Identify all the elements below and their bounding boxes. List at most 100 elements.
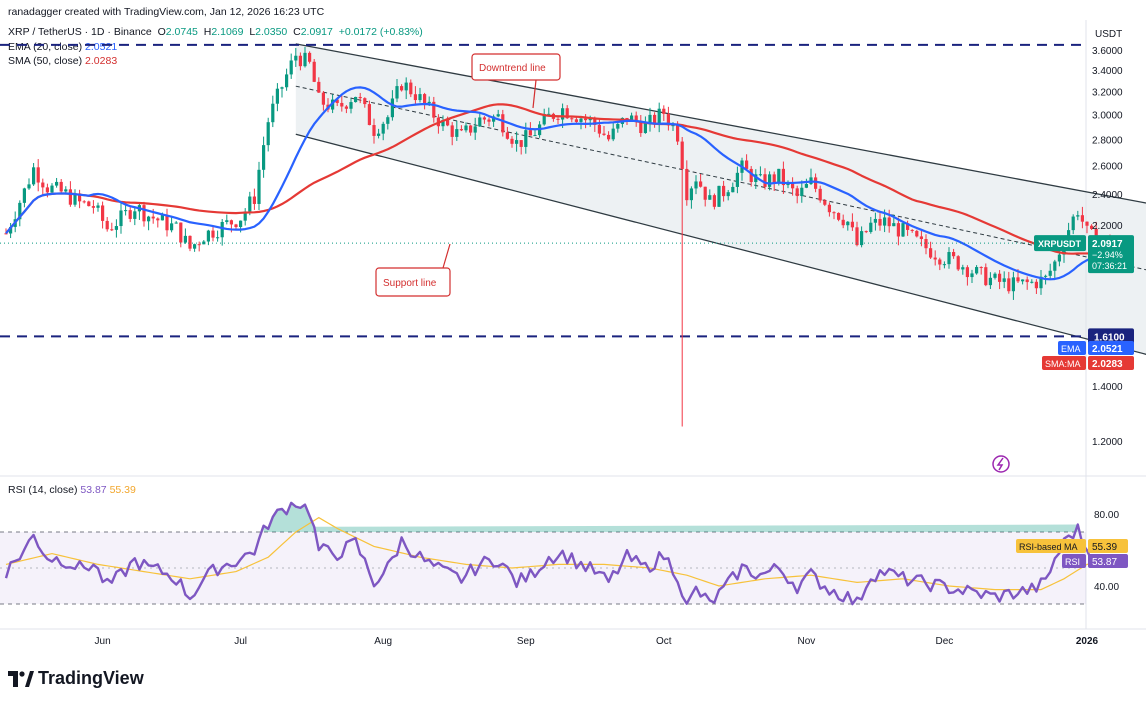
candle-body	[993, 273, 997, 278]
candle-body	[321, 92, 325, 105]
candle-body	[390, 98, 394, 118]
candle-body	[883, 217, 887, 226]
candle-body	[795, 188, 799, 197]
candle-body	[988, 277, 992, 286]
tradingview-logo-icon	[8, 670, 34, 687]
time-tick-label-2: Aug	[374, 636, 392, 647]
candle-body	[505, 132, 509, 139]
candle-body	[643, 123, 647, 134]
candle-body	[266, 122, 270, 146]
candle-body	[427, 101, 431, 104]
price-tick-label-1: 3.4000	[1092, 66, 1123, 77]
rsi-ma-line	[5, 516, 1115, 591]
price-tag-value: 2.0917	[1092, 239, 1123, 250]
candle-body	[377, 133, 381, 136]
candle-body	[73, 193, 77, 205]
candle-body	[9, 226, 13, 234]
candle-body	[616, 123, 620, 129]
candle-body	[956, 256, 960, 270]
candle-body	[142, 205, 146, 222]
candle-body	[229, 220, 233, 225]
candle-body	[556, 118, 560, 120]
candle-body	[864, 231, 868, 233]
time-tick-label-6: Dec	[936, 636, 954, 647]
rsi-legend-value: 53.87	[80, 484, 107, 496]
rsi-ma-tag-value: 55.39	[1092, 542, 1117, 553]
candle-body	[929, 248, 933, 258]
candle-body	[124, 210, 128, 212]
candle-body	[96, 205, 100, 208]
candle-body	[542, 113, 546, 125]
candle-body	[280, 87, 284, 89]
candle-body	[317, 81, 321, 93]
attribution-text: ranadagger created with TradingView.com,…	[8, 6, 325, 18]
candle-body	[78, 193, 82, 202]
candle-body	[459, 129, 463, 131]
candle-body	[570, 118, 574, 120]
candle-body	[653, 114, 657, 125]
candle-body	[1053, 261, 1057, 271]
sma-tag-bg	[1042, 356, 1086, 370]
candle-body	[597, 124, 601, 134]
candle-body	[800, 187, 804, 197]
ema-tag-bg	[1058, 341, 1086, 355]
candle-body	[119, 210, 123, 227]
candle-body	[1030, 281, 1034, 283]
candle-body	[915, 230, 919, 237]
price-tick-label-8: 1.4000	[1092, 382, 1123, 393]
candle-body	[243, 211, 247, 221]
candle-body	[703, 186, 707, 200]
candle-body	[91, 206, 95, 208]
candle-body	[344, 106, 348, 109]
candle-body	[574, 119, 578, 122]
candle-body	[478, 117, 482, 127]
symbol-tag-label: XRPUSDT	[1038, 239, 1082, 249]
candle-body	[818, 188, 822, 201]
level-tag-label-1: 1.6100	[1094, 332, 1125, 343]
candle-body	[179, 222, 183, 243]
candle-body	[110, 229, 114, 231]
candle-body	[193, 244, 197, 249]
candle-body	[446, 120, 450, 126]
candle-body	[239, 220, 243, 228]
sma-line	[5, 103, 1115, 256]
candle-body	[901, 223, 905, 237]
candle-body	[671, 125, 675, 127]
high-value: 2.1069	[211, 26, 244, 38]
candle-body	[965, 267, 969, 278]
price-tick-label-7: 2.2000	[1092, 221, 1123, 232]
ema-tag-value-bg	[1088, 341, 1134, 355]
candle-body	[1057, 254, 1061, 262]
candle-body	[303, 52, 307, 67]
candle-body	[165, 214, 169, 231]
candle-body	[432, 101, 436, 118]
candle-body	[832, 212, 836, 214]
candle-body	[262, 145, 266, 170]
candle-body	[496, 114, 500, 117]
time-tick-label-7: 2026	[1076, 636, 1099, 647]
candle-body	[202, 241, 206, 245]
brand-name: TradingView	[38, 668, 144, 688]
candle-body	[50, 185, 54, 193]
candle-body	[947, 252, 951, 265]
price-tick-label-5: 2.6000	[1092, 162, 1123, 173]
candle-body	[680, 141, 684, 169]
sma-legend[interactable]: SMA (50, close) 2.0283	[8, 55, 118, 67]
candle-body	[170, 223, 174, 231]
annotation-box-0	[471, 53, 561, 81]
symbol-name[interactable]: XRP / TetherUS · 1D · Binance	[8, 26, 152, 38]
candle-body	[961, 267, 965, 270]
candle-body	[225, 220, 229, 222]
candle-body	[128, 210, 132, 219]
alert-icon-ring	[992, 455, 1010, 473]
candle-body	[837, 212, 841, 220]
candle-body	[662, 108, 666, 114]
rsi-legend[interactable]: RSI (14, close) 53.87 55.39	[8, 484, 136, 496]
candle-body	[469, 125, 473, 133]
candle-body	[979, 267, 983, 269]
candle-body	[942, 264, 946, 266]
candle-body	[634, 115, 638, 122]
candle-body	[45, 187, 49, 193]
ema-tag-value: 2.0521	[1092, 344, 1123, 355]
